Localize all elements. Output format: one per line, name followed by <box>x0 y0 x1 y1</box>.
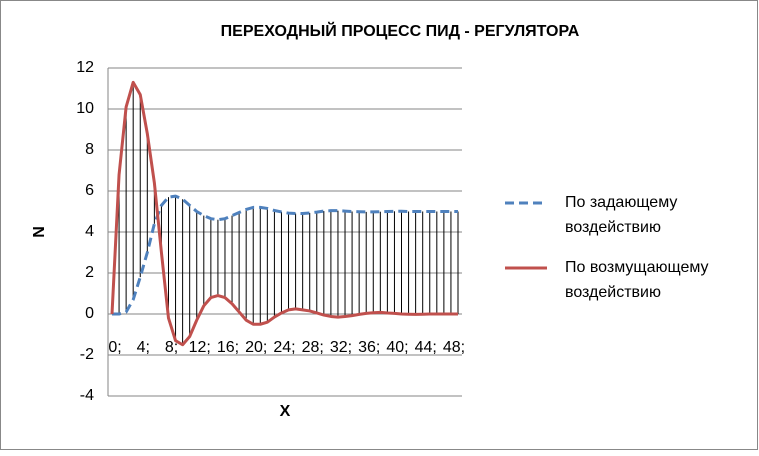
series-line <box>112 194 458 316</box>
x-axis-label: X <box>280 403 291 420</box>
y-axis-label: N <box>31 226 48 238</box>
series-line <box>110 80 458 347</box>
y-tick-label: -4 <box>80 387 94 404</box>
x-tick-label: 44; <box>415 339 437 356</box>
x-tick-label: 36; <box>358 339 380 356</box>
chart-title: ПЕРЕХОДНЫЙ ПРОЦЕСС ПИД - РЕГУЛЯТОРА <box>221 21 580 40</box>
y-tick-label: 10 <box>76 100 94 117</box>
legend-label: По задающему воздействию <box>565 194 678 236</box>
y-tick-label: 4 <box>85 223 94 240</box>
y-tick-label: 2 <box>85 264 94 281</box>
y-tick-label: 0 <box>85 305 94 322</box>
x-tick-label: 0; <box>108 339 121 356</box>
y-tick-label: 8 <box>85 141 94 158</box>
x-tick-label: 4; <box>137 339 150 356</box>
x-tick-label: 28; <box>302 339 324 356</box>
legend-label: По возмущающему воздействию <box>565 259 709 301</box>
x-tick-label: 48; <box>443 339 465 356</box>
x-tick-label: 32; <box>330 339 352 356</box>
x-tick-label: 40; <box>386 339 408 356</box>
x-tick-label: 12; <box>189 339 211 356</box>
x-tick-label: 8; <box>165 339 178 356</box>
x-tick-label: 16; <box>217 339 239 356</box>
x-tick-label: 24; <box>273 339 295 356</box>
y-tick-label: 12 <box>76 59 94 76</box>
x-tick-label: 20; <box>245 339 267 356</box>
y-tick-label: 6 <box>85 182 94 199</box>
y-tick-label: -2 <box>80 346 94 363</box>
